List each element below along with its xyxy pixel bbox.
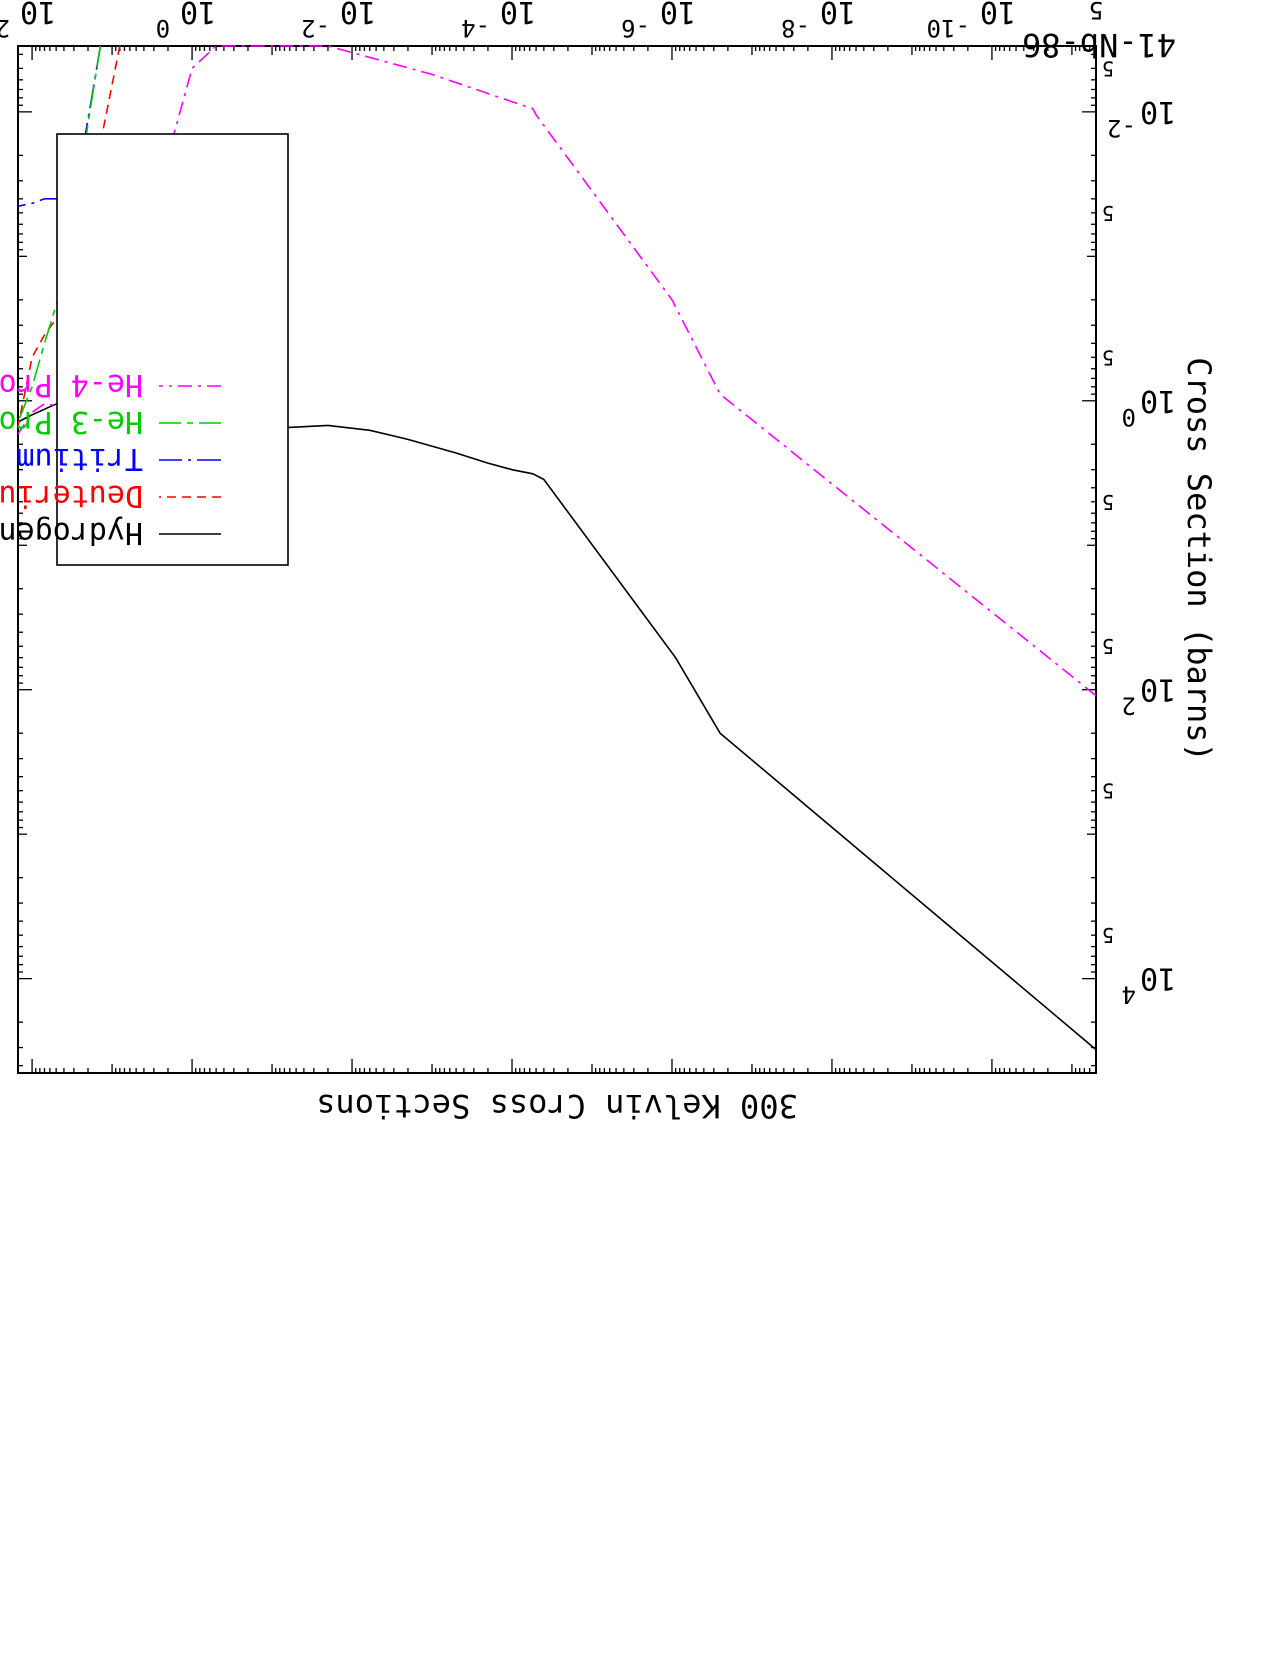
- x-tick-exp: -8: [781, 14, 810, 42]
- y-tick-base: 10: [1140, 94, 1176, 129]
- axis-titles: 300 Kelvin Cross SectionsIncident Energy…: [316, 26, 1218, 1125]
- x-tick-label: 10 -4: [461, 0, 536, 42]
- x-tick-label: 10 2: [0, 0, 56, 42]
- series-line-3: [17, 45, 102, 207]
- x-tick-base: 10: [20, 0, 56, 29]
- x-tick-base: 10: [980, 0, 1016, 29]
- y-tick-exp: -2: [1107, 114, 1136, 142]
- y-minor-label: 5: [1102, 490, 1114, 514]
- y-tick-exp: 0: [1122, 403, 1136, 431]
- x-tick-label: 10 -6: [621, 0, 696, 42]
- legend-label: Tritium Production: [0, 441, 143, 476]
- x-tick-base: 10: [500, 0, 536, 29]
- x-tick-exp: 0: [156, 14, 170, 42]
- y-tick-exp: 4: [1122, 981, 1136, 1009]
- x-tick-exp: 2: [0, 14, 10, 42]
- x-tick-label: 10 -2: [301, 0, 376, 42]
- x-tick-exp: -4: [461, 14, 490, 42]
- legend-label: Hydrogen Production: [0, 515, 143, 550]
- tick-labels: 10-1010-810-610-410-2100102510-210010210…: [0, 0, 1176, 1009]
- y-tick-label: 100: [1122, 383, 1177, 431]
- x-tick-base: 10: [180, 0, 216, 29]
- x-tick-exp: -10: [927, 14, 970, 42]
- y-minor-label: 5: [1102, 634, 1114, 658]
- x-edge-label: 5: [1089, 0, 1103, 24]
- legend-label: Deuterium Production: [0, 478, 143, 513]
- y-tick-base: 10: [1140, 961, 1176, 996]
- y-minor-label: 5: [1102, 56, 1114, 80]
- x-tick-label: 10 -10: [927, 0, 1016, 42]
- y-tick-label: 102: [1122, 672, 1177, 720]
- legend-label: He-3 Production: [0, 404, 143, 439]
- y-minor-label: 5: [1102, 923, 1114, 947]
- y-minor-label: 5: [1102, 201, 1114, 225]
- y-tick-label: 104: [1122, 961, 1177, 1009]
- legend: Hydrogen ProductionDeuterium ProductionT…: [0, 133, 289, 566]
- x-tick-label: 10 0: [156, 0, 217, 42]
- x-tick-exp: -6: [621, 14, 650, 42]
- material-label: 41-Nb-86: [1022, 26, 1176, 64]
- y-tick-exp: 2: [1122, 692, 1136, 720]
- axis-ticks: [18, 46, 1097, 1073]
- x-tick-exp: -2: [301, 14, 330, 42]
- x-tick-base: 10: [820, 0, 856, 29]
- y-tick-base: 10: [1140, 672, 1176, 707]
- legend-box: [56, 133, 289, 566]
- legend-label: He-4 Production: [0, 367, 143, 402]
- chart-title: 300 Kelvin Cross Sections: [316, 1087, 798, 1125]
- x-tick-base: 10: [340, 0, 376, 29]
- x-tick-label: 10 -8: [781, 0, 856, 42]
- y-tick-label: 10-2: [1107, 94, 1176, 142]
- plot-frame: [17, 45, 1097, 1074]
- y-minor-label: 5: [1102, 779, 1114, 803]
- y-tick-base: 10: [1140, 383, 1176, 418]
- rotated-plot: 10-1010-810-610-410-2100102510-210010210…: [0, 0, 1218, 1125]
- y-minor-label: 5: [1102, 345, 1114, 369]
- y-axis-label: Cross Section (barns): [1180, 357, 1218, 762]
- x-tick-base: 10: [660, 0, 696, 29]
